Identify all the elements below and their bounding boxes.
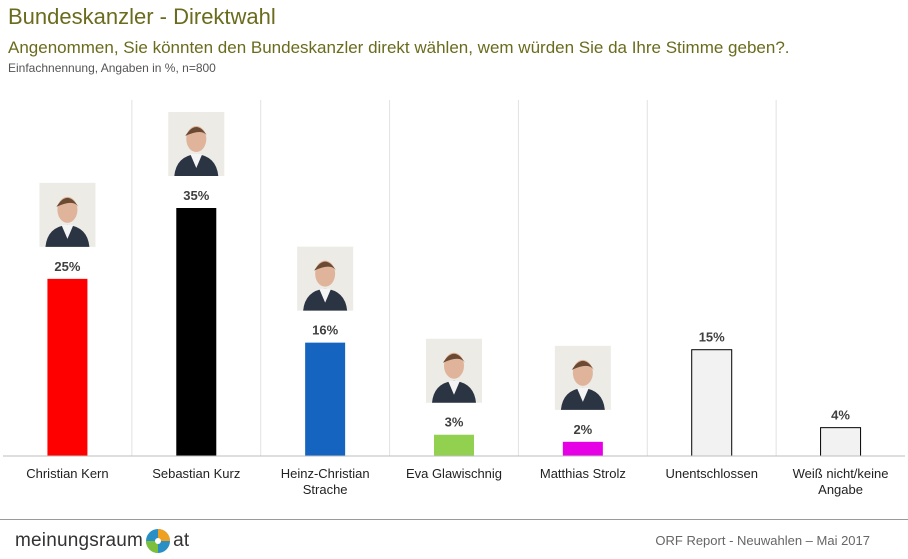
data-label: 2%: [573, 422, 592, 437]
category-label: Heinz-Christian: [281, 466, 370, 481]
logo-text-right: at: [173, 530, 190, 551]
bar: [562, 441, 603, 456]
data-label: 15%: [699, 330, 725, 345]
chart-subtitle: Angenommen, Sie könnten den Bundeskanzle…: [8, 38, 790, 57]
chart-note: Einfachnennung, Angaben in %, n=800: [8, 61, 216, 75]
globe-icon: [146, 529, 171, 553]
portrait-hair: [314, 261, 337, 271]
portrait-shirt: [61, 224, 74, 239]
portrait-shirt: [576, 387, 589, 402]
chart-title: Bundeskanzler - Direktwahl: [8, 4, 276, 29]
footer-divider: [0, 519, 908, 520]
portrait-shirt: [190, 154, 203, 168]
data-label: 35%: [183, 188, 209, 203]
source-note: ORF Report - Neuwahlen – Mai 2017: [655, 533, 870, 548]
candidate-portrait: [168, 112, 225, 176]
category-label: Eva Glawischnig: [406, 466, 502, 481]
data-label: 16%: [312, 323, 338, 338]
logo-text-left: meinungsraum: [15, 530, 144, 551]
portrait-hair: [443, 353, 465, 363]
bar: [305, 342, 346, 456]
candidate-portrait: [297, 246, 354, 311]
category-label: Strache: [303, 482, 348, 497]
bar: [691, 349, 733, 457]
bar: [176, 208, 217, 456]
data-label: 25%: [54, 259, 80, 274]
category-label: Angabe: [818, 482, 863, 497]
portrait-hair: [571, 360, 594, 370]
candidate-portrait: [426, 338, 482, 403]
category-label: Unentschlossen: [665, 466, 758, 481]
bar: [434, 434, 474, 456]
category-label: Matthias Strolz: [540, 466, 626, 481]
category-label: Christian Kern: [26, 466, 108, 481]
portrait-hair: [56, 197, 79, 207]
candidate-portrait: [39, 182, 96, 247]
data-label: 4%: [831, 408, 850, 423]
category-label: Sebastian Kurz: [152, 466, 240, 481]
portrait-hair: [185, 127, 208, 136]
data-label: 3%: [445, 415, 464, 430]
category-label: Weiß nicht/keine: [793, 466, 889, 481]
logo: meinungsraum at: [15, 526, 189, 556]
portrait-shirt: [319, 288, 332, 303]
candidate-portrait: [554, 345, 611, 410]
portrait-shirt: [448, 380, 460, 395]
bar: [820, 427, 862, 457]
bar: [47, 278, 88, 456]
